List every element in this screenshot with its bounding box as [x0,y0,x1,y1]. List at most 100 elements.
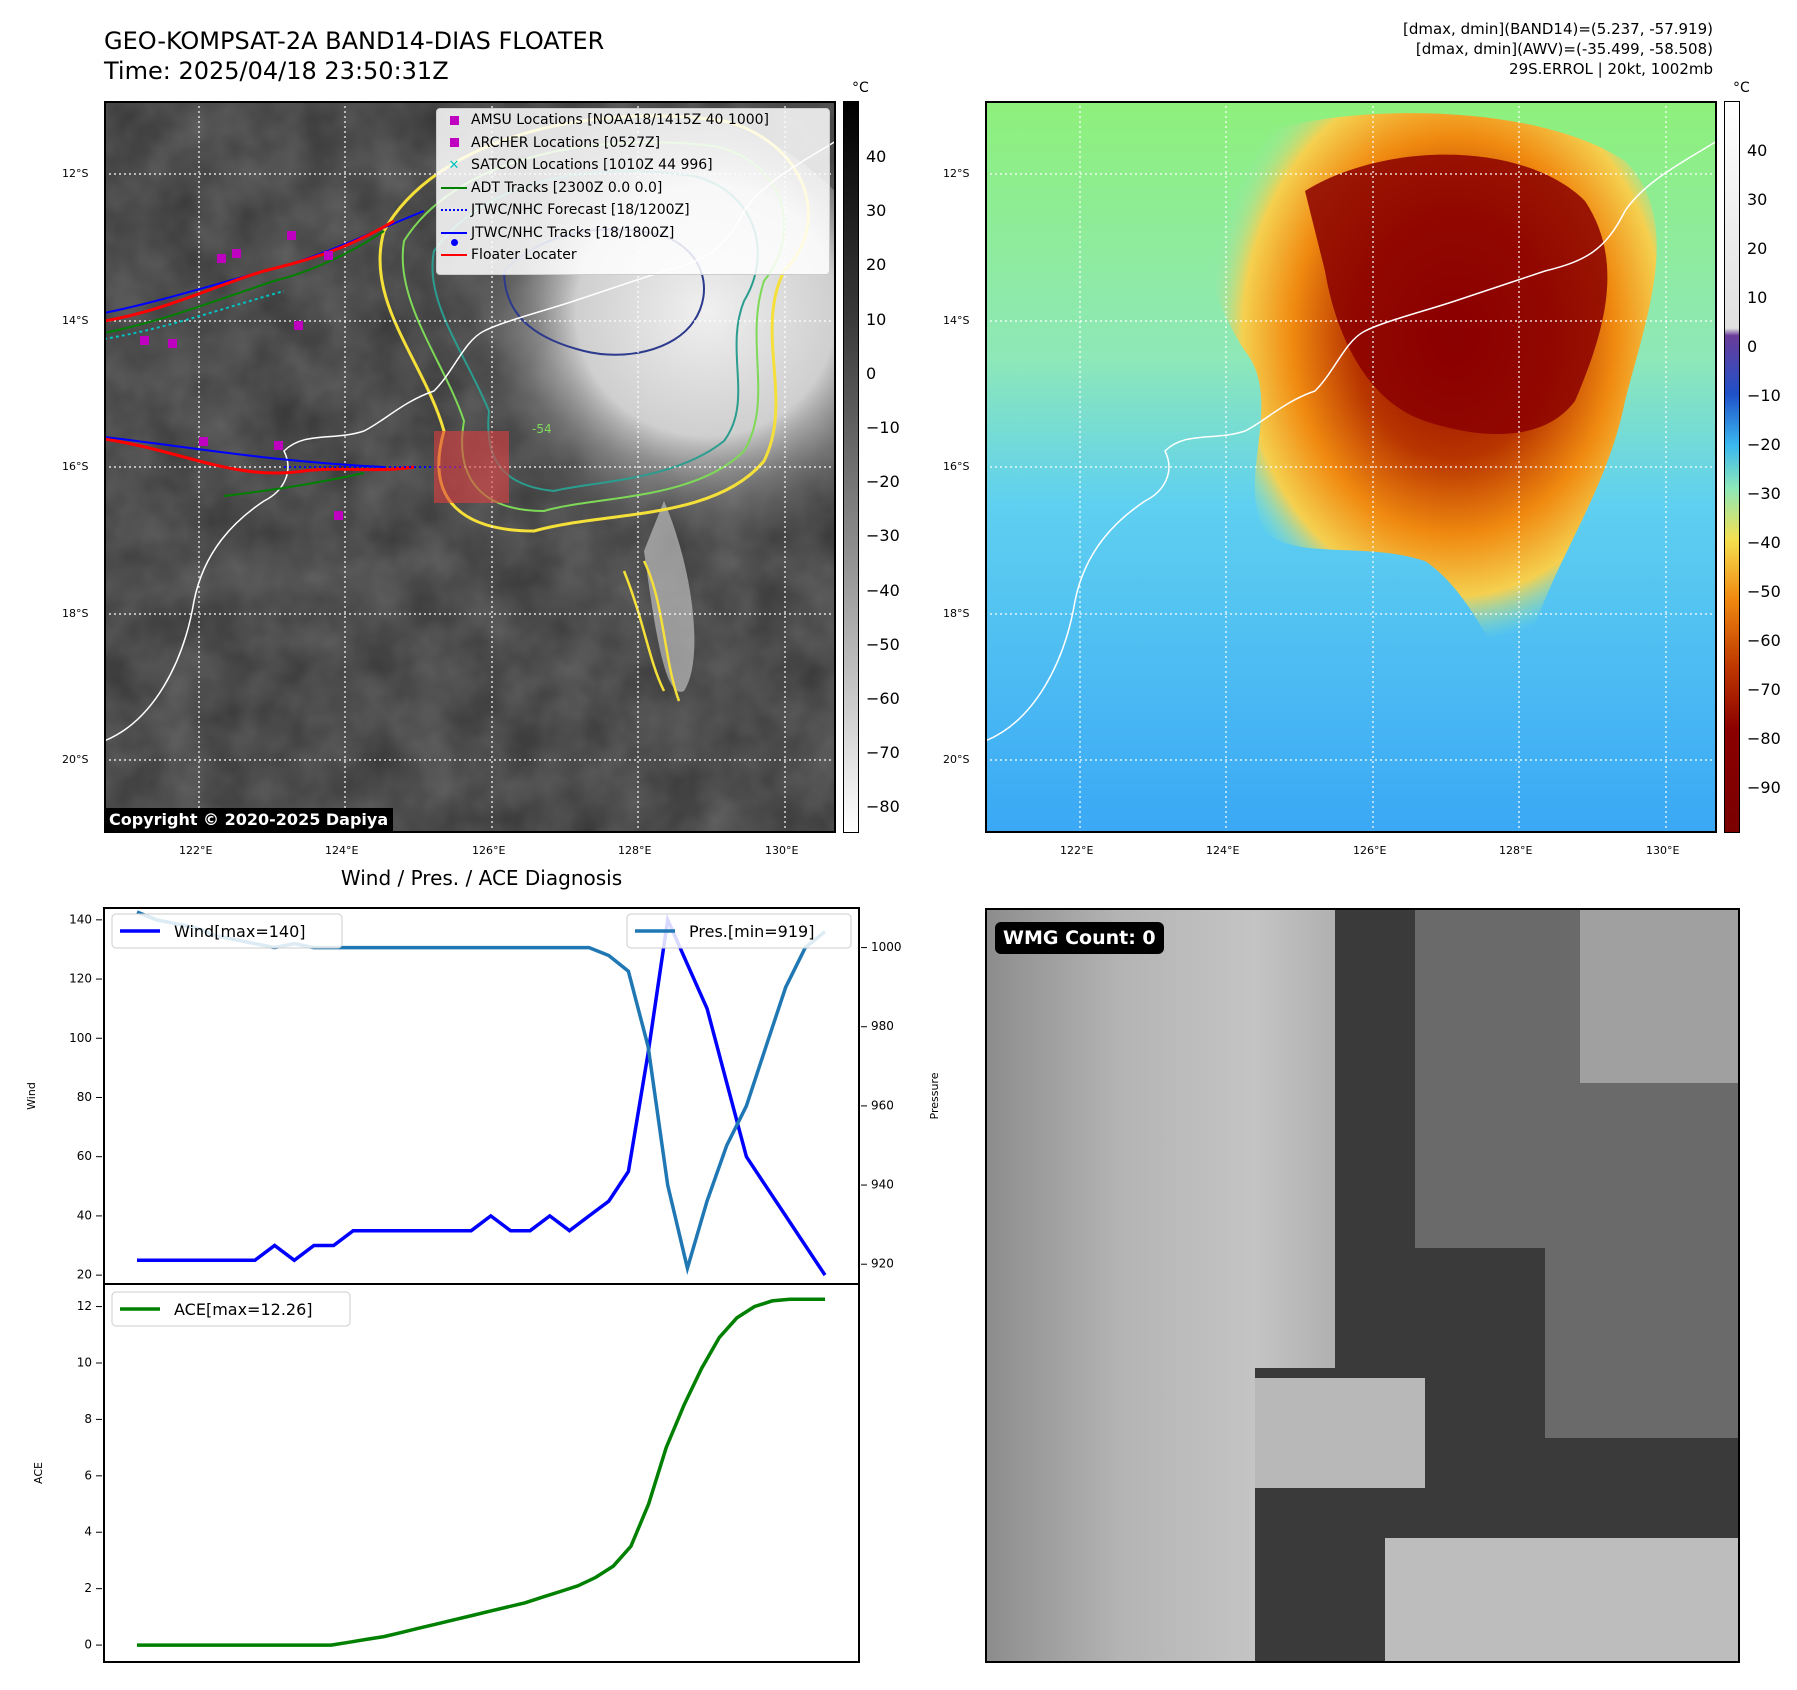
lon-label-128e: 128°E [618,844,652,857]
wmg-warm-region [985,908,1255,1663]
wind-series-line [137,913,827,1277]
legend-adt: ADT Tracks [2300Z 0.0 0.0] [437,177,829,200]
lat-label-20s: 20°S [62,753,89,766]
wind-tick-label: 60 [77,1149,92,1163]
lat-label-12s: 12°S [943,167,970,180]
ir-colorbar-tick: 30 [866,201,887,221]
enhanced-colorbar-unit: °C [1733,80,1750,96]
magenta-square-icon [449,138,459,148]
lon-label-122e: 122°E [179,844,213,857]
ir-colorbar-tick: −70 [866,743,900,763]
band14-range: [dmax, dmin](BAND14)=(5.237, -57.919) [1402,20,1713,38]
contour-label: -54 [532,422,552,436]
wind-tick-label: 120 [69,972,92,986]
lon-label-126e: 126°E [1353,844,1387,857]
ir-colorbar-tick: −50 [866,634,900,654]
ace-tick-label: 2 [84,1581,92,1595]
enhanced-colorbar-tick: 0 [1747,337,1758,356]
ir-colorbar-tick: −20 [866,472,900,492]
ir-colorbar-unit: °C [852,80,869,96]
map-gridlines [985,101,1717,833]
magenta-square-icon [449,115,459,125]
ace-tick-label: 8 [84,1412,92,1426]
wind-tick-label: 100 [69,1031,92,1045]
lat-label-18s: 18°S [62,607,89,620]
ace-series-line [137,1297,825,1647]
lon-label-130e: 130°E [765,844,799,857]
cyan-x-icon: ✕ [448,157,460,173]
pressure-tick-label: 1000 [871,940,902,954]
ace-tick-label: 0 [84,1638,92,1652]
lat-label-16s: 16°S [62,460,89,473]
enhanced-colorbar [1724,101,1740,833]
copyright-label: Copyright © 2020-2025 Dapiya [104,808,394,831]
diagnosis-title: Wind / Pres. / ACE Diagnosis [340,866,623,890]
ir-colorbar-tick: 0 [866,363,877,383]
coldest-core [1305,154,1608,435]
lon-label-128e: 128°E [1499,844,1533,857]
legend-archer: ARCHER Locations [0527Z] [437,132,829,155]
ace-legend-label: ACE[max=12.26] [174,1300,313,1319]
enhanced-colorbar-tick: −60 [1747,631,1781,650]
pressure-tick-label: 940 [871,1178,894,1192]
legend-floater: Floater Locater [437,244,829,267]
wmg-warm-strip [1255,908,1335,1368]
floater-box [434,431,509,503]
ir-colorbar-tick: −80 [866,797,900,817]
tracks-south [104,436,464,497]
blue-dotted-line-icon [441,209,467,212]
legend-amsu: AMSU Locations [NOAA18/1415Z 40 1000] [437,109,829,132]
lon-label-126e: 126°E [472,844,506,857]
figure-time: Time: 2025/04/18 23:50:31Z [104,57,449,85]
enhanced-colorbar-tick: −10 [1747,386,1781,405]
pressure-series-line [136,910,827,1276]
lon-label-122e: 122°E [1060,844,1094,857]
ace-axis-ticks: 0 2 4 6 8 10 12 [77,1299,102,1652]
ace-tick-label: 12 [77,1299,92,1313]
awv-range: [dmax, dmin](AWV)=(-35.499, -58.508) [1415,40,1713,58]
diagnosis-chart: 20 40 60 80 100 120 140 920 940 960 980 1000 0 2 4 6 8… [25,907,941,1663]
storm-info: 29S.ERROL | 20kt, 1002mb [1509,60,1713,78]
pressure-tick-label: 920 [871,1257,894,1271]
pres-legend: Pres.[min=919] [626,913,852,949]
wmg-light-corner [1580,908,1740,1083]
lon-label-124e: 124°E [325,844,359,857]
enhanced-colorbar-tick: −50 [1747,582,1781,601]
ir-colorbar-tick: −40 [866,580,900,600]
lat-label-12s: 12°S [62,167,89,180]
ir-colorbar-tick: −30 [866,526,900,546]
ace-frame [103,1283,860,1663]
wind-tick-label: 80 [77,1090,92,1104]
ir-map-frame [104,101,836,833]
enhanced-colorbar-tick: −30 [1747,484,1781,503]
ace-tick-label: 4 [84,1525,92,1539]
ace-tick-label: 10 [77,1355,92,1369]
lat-label-14s: 14°S [943,314,970,327]
enhanced-colorbar-tick: −20 [1747,435,1781,454]
enhanced-colorbar-tick: −80 [1747,729,1781,748]
enhanced-colorbar-tick: 40 [1747,141,1768,160]
lat-label-16s: 16°S [943,460,970,473]
figure-title: GEO-KOMPSAT-2A BAND14-DIAS FLOATER [104,27,605,55]
wmg-south-patch [1385,1538,1740,1663]
lon-label-124e: 124°E [1206,844,1240,857]
pressure-axis-label: Pressure [928,1072,941,1119]
wmg-warm-patch [1255,1378,1425,1488]
legend-jtwc-tracks: JTWC/NHC Tracks [18/1800Z] [437,222,829,246]
coastline [985,140,1717,742]
wind-pres-frame [103,907,860,1285]
ir-colorbar-tick: −60 [866,689,900,708]
lat-label-18s: 18°S [943,607,970,620]
legend-satcon: ✕ SATCON Locations [1010Z 44 996] [437,154,829,177]
ir-colorbar-tick: 20 [866,255,887,275]
wind-tick-label: 140 [69,912,92,926]
enhanced-colorbar-tick: −40 [1747,533,1781,552]
pressure-axis-ticks: 920 940 960 980 1000 [861,940,902,1271]
ir-colorbar-tick: 40 [866,147,887,166]
color-map-panel [985,101,1717,833]
blue-line-dot-icon [441,231,467,234]
red-line-icon [441,254,467,257]
wmg-count-badge: WMG Count: 0 [995,922,1164,954]
pressure-tick-label: 960 [871,1098,894,1112]
enhanced-colorbar-tick: −70 [1747,680,1781,699]
